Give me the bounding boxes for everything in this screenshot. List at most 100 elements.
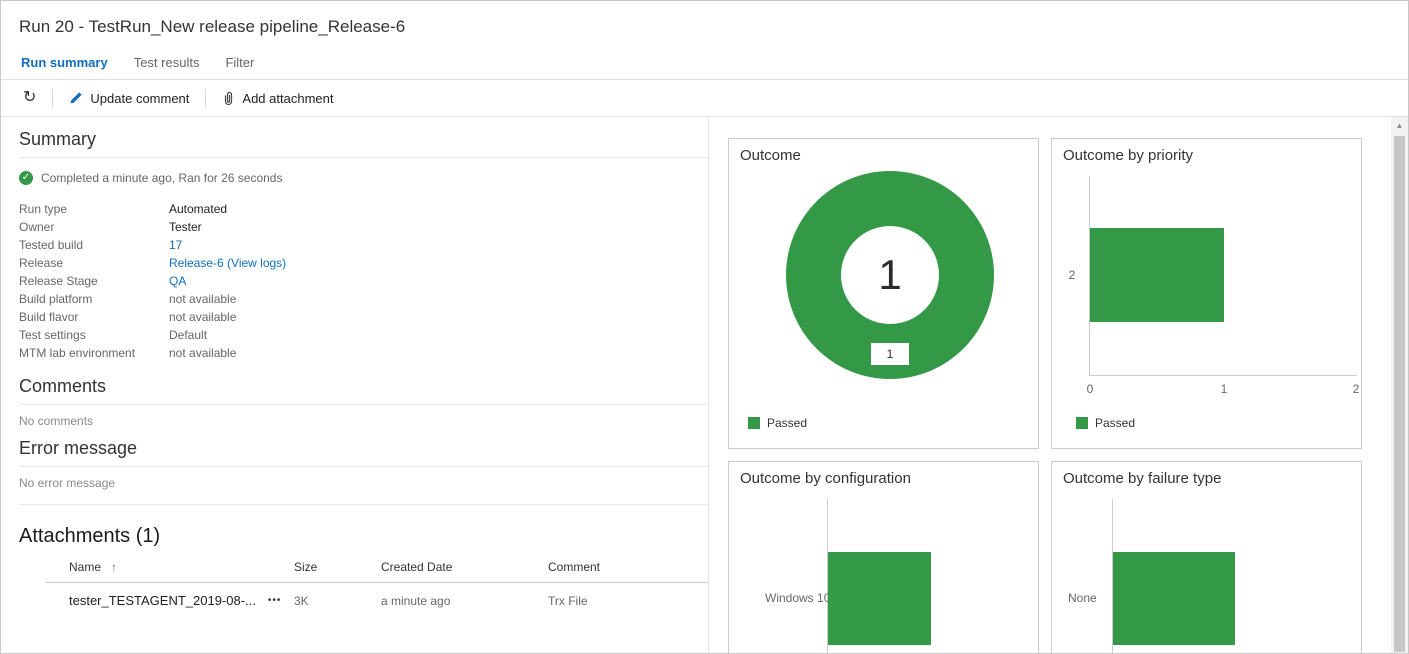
attachments-table: Name ↑ Size Created Date Comment tester_…: [19, 560, 708, 608]
passed-bar: [1113, 552, 1235, 645]
tab-test-results[interactable]: Test results: [133, 55, 200, 70]
passed-bar: [828, 552, 931, 645]
outcome-by-failure-type-card: Outcome by failure type None: [1051, 461, 1362, 653]
field-label: MTM lab environment: [19, 346, 136, 360]
attachment-comment: Trx File: [548, 593, 588, 608]
x-axis-line: [1089, 375, 1357, 376]
y-axis-line: [1089, 176, 1090, 376]
attachments-heading: Attachments (1): [19, 525, 161, 547]
more-options-icon[interactable]: •••: [267, 595, 282, 606]
field-value: Tester: [169, 220, 202, 234]
field-value: Default: [169, 328, 208, 342]
toolbar-separator: [205, 89, 207, 107]
passed-legend-swatch: [1076, 417, 1088, 429]
bar-track: [828, 552, 1034, 645]
field-run-type: Run type Automated: [19, 200, 708, 218]
field-label: Build platform: [19, 292, 93, 306]
outcome-chart-title: Outcome: [740, 147, 801, 164]
bar-track: [1090, 228, 1357, 322]
attachment-row: tester_TESTAGENT_2019-08-... ••• 3K a mi…: [46, 583, 708, 608]
toolbar: ↻ Update comment Add attachment: [1, 80, 1408, 117]
field-release-stage: Release Stage QA: [19, 272, 708, 290]
comments-heading: Comments: [19, 376, 708, 405]
field-tested-build: Tested build 17: [19, 236, 708, 254]
passed-legend-label: Passed: [767, 416, 808, 430]
field-label: Release Stage: [19, 274, 98, 288]
tab-bar: Run summary Test results Filter: [21, 55, 254, 70]
vertical-scrollbar[interactable]: ▲: [1391, 117, 1408, 653]
outcome-by-configuration-title: Outcome by configuration: [740, 470, 911, 487]
no-error-message-text: No error message: [19, 476, 116, 490]
toolbar-separator: [52, 89, 54, 107]
priority-legend: Passed: [1076, 416, 1135, 430]
outcome-by-failure-type-title: Outcome by failure type: [1063, 470, 1222, 487]
run-status-row: ✓ Completed a minute ago, Ran for 26 sec…: [19, 171, 708, 185]
category-label: Windows 10: [765, 591, 831, 605]
add-attachment-label: Add attachment: [242, 90, 334, 106]
outcome-legend: Passed: [748, 416, 807, 430]
field-value: Automated: [169, 202, 228, 216]
tab-run-summary[interactable]: Run summary: [21, 55, 108, 70]
field-label: Build flavor: [19, 310, 79, 324]
attachment-name-link[interactable]: tester_TESTAGENT_2019-08-...: [69, 593, 256, 608]
outcome-by-priority-card: Outcome by priority 2 0 1 2 Passed: [1051, 138, 1362, 449]
refresh-button[interactable]: ↻: [23, 90, 36, 106]
refresh-icon: ↻: [23, 89, 37, 106]
paperclip-icon: [225, 91, 233, 105]
add-attachment-button[interactable]: Add attachment: [222, 91, 333, 106]
field-build-flavor: Build flavor not available: [19, 308, 708, 326]
field-label: Release: [19, 256, 64, 270]
field-label: Test settings: [19, 328, 86, 342]
column-header-size[interactable]: Size: [294, 560, 318, 574]
page-title: Run 20 - TestRun_New release pipeline_Re…: [19, 17, 406, 36]
outcome-by-priority-title: Outcome by priority: [1063, 147, 1194, 164]
field-label: Run type: [19, 202, 68, 216]
donut-center-total: 1: [878, 251, 902, 298]
passed-legend-swatch: [748, 417, 760, 429]
update-comment-button[interactable]: Update comment: [69, 91, 189, 106]
field-owner: Owner Tester: [19, 218, 708, 236]
column-name-label: Name: [69, 560, 102, 574]
category-label: None: [1068, 591, 1097, 605]
tested-build-link[interactable]: 17: [169, 238, 183, 252]
run-status-text: Completed a minute ago, Ran for 26 secon…: [41, 171, 283, 185]
passed-legend-label: Passed: [1095, 416, 1136, 430]
x-tick-0: 0: [1086, 382, 1094, 396]
scrollbar-up-arrow-icon[interactable]: ▲: [1395, 121, 1404, 130]
field-build-platform: Build platform not available: [19, 290, 708, 308]
summary-heading: Summary: [19, 129, 708, 158]
field-label: Owner: [19, 220, 55, 234]
column-header-comment[interactable]: Comment: [548, 560, 601, 574]
error-message-heading: Error message: [19, 438, 708, 467]
column-header-created-date[interactable]: Created Date: [381, 560, 453, 574]
donut-slice-label: 1: [871, 343, 909, 365]
outcome-donut-chart: 1 1: [786, 171, 994, 379]
field-value: not available: [169, 346, 237, 360]
field-label: Tested build: [19, 238, 84, 252]
tab-filter[interactable]: Filter: [225, 55, 255, 70]
attachments-table-header: Name ↑ Size Created Date Comment: [46, 560, 708, 583]
field-value: not available: [169, 292, 237, 306]
release-link[interactable]: Release-6 (View logs): [169, 256, 287, 270]
scrollbar-thumb[interactable]: [1394, 136, 1405, 652]
outcome-chart-card: Outcome 1 1 Passed: [728, 138, 1039, 449]
run-summary-panel: Summary ✓ Completed a minute ago, Ran fo…: [1, 117, 709, 653]
y-axis-line: [827, 499, 828, 653]
outcome-by-configuration-card: Outcome by configuration Windows 10: [728, 461, 1039, 653]
attachment-size: 3K: [294, 593, 309, 608]
field-mtm-lab-environment: MTM lab environment not available: [19, 344, 708, 362]
donut-hole: 1: [841, 226, 939, 324]
field-release: Release Release-6 (View logs): [19, 254, 708, 272]
summary-fields: Run type Automated Owner Tester Tested b…: [19, 200, 708, 362]
release-stage-link[interactable]: QA: [169, 274, 187, 288]
y-axis-line: [1112, 499, 1113, 653]
field-value: not available: [169, 310, 237, 324]
x-tick-1: 1: [1220, 382, 1228, 396]
x-tick-2: 2: [1352, 382, 1360, 396]
attachment-created-date: a minute ago: [381, 593, 451, 608]
column-header-name[interactable]: Name ↑: [46, 560, 294, 574]
update-comment-label: Update comment: [90, 90, 190, 106]
field-test-settings: Test settings Default: [19, 326, 708, 344]
section-divider: [19, 504, 708, 505]
